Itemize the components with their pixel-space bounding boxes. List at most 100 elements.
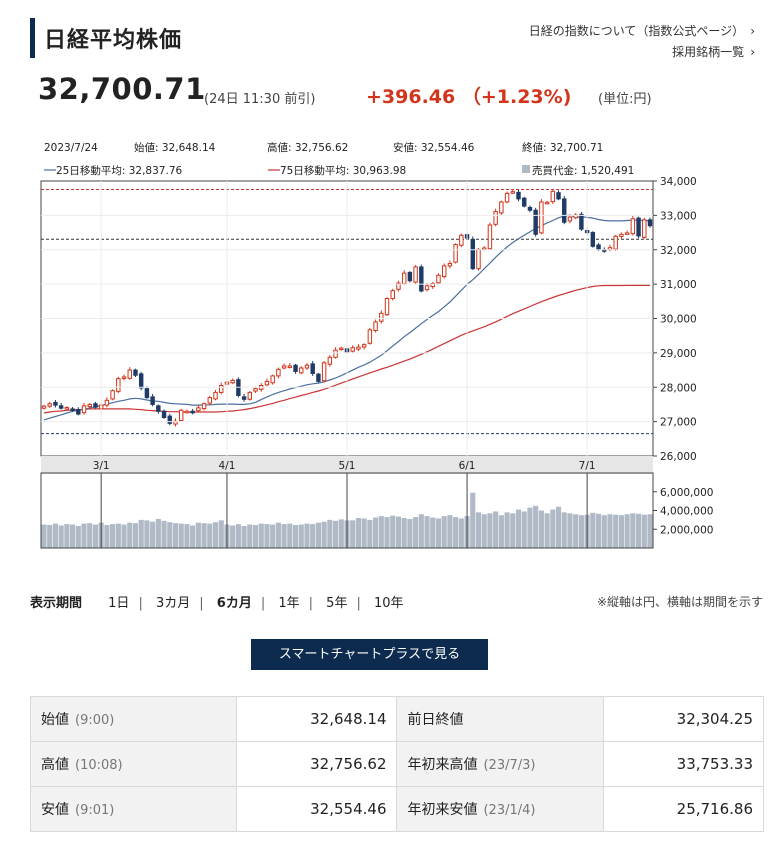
period-option-1y[interactable]: 1年 [278,596,300,611]
candle-body [47,403,52,407]
volume-bar [338,519,344,548]
volume-bar [401,518,407,548]
smart-chart-button[interactable]: スマートチャートプラスで見る [251,639,488,670]
period-option-6m[interactable]: 6カ月 [216,596,252,611]
info-high: 高値: 32,756.62 [267,141,348,154]
period-option-1d[interactable]: 1日 [108,596,130,611]
volume-bar [424,516,430,548]
candle-body [590,232,596,247]
candle-body [562,198,567,223]
candle-body [104,399,110,406]
candle-body [407,271,413,282]
candle-body [247,391,253,400]
volume-bar [218,520,224,548]
candle-body [299,367,304,374]
period-option-10y[interactable]: 10年 [373,596,404,611]
volume-bar [212,522,219,548]
candle-body [487,224,493,250]
candle-body [436,274,441,284]
index-about-link[interactable]: 日経の指数について（指数公式ページ） › [529,22,755,39]
stock-chart[interactable]: 2023/7/24 始値: 32,648.14 高値: 32,756.62 安値… [36,138,736,553]
candle-body [93,403,98,408]
volume-bar [150,521,156,548]
volume-bar [538,510,544,548]
stat-label: 前日終値 [396,696,604,742]
candle-body [476,248,481,270]
x-tick-label: 3/1 [93,460,110,472]
volume-bar [184,524,190,548]
volume-bar [247,524,253,548]
candle-body [138,373,144,389]
volume-bar [595,513,602,548]
volume-bar [635,513,642,548]
candle-body [207,397,213,404]
candle-body [264,380,270,386]
candle-body [579,213,584,230]
candle-body [81,405,87,414]
period-option-3m[interactable]: 3カ月 [155,596,191,611]
candle-body [367,329,373,344]
volume-bar [115,523,121,548]
x-tick-label: 6/1 [459,460,476,472]
volume-bar [64,524,70,548]
volume-bar [298,524,304,548]
candle-body [127,369,132,379]
volume-bar [230,525,236,548]
volume-bar [70,524,76,548]
candle-body [384,298,390,316]
volume-tick-label: 6,000,000 [660,487,713,499]
candle-body [87,403,92,407]
candle-body [527,206,533,211]
stat-label: 年初来安値 (23/1/4) [396,786,604,832]
y-tick-label: 28,000 [660,382,697,394]
volume-bar [355,518,362,548]
candle-body [636,217,641,237]
candle-body [253,388,258,392]
volume-bar [47,525,53,548]
stat-value: 32,756.62 [236,741,398,787]
stat-label: 安値 (9:01) [29,786,238,832]
price-time: (24日 11:30 前引) [204,92,316,107]
y-tick-label: 27,000 [660,417,697,429]
period-option-5y[interactable]: 5年 [326,596,348,611]
candle-body [321,362,327,382]
candle-body [413,266,418,283]
stat-value: 33,753.33 [602,741,765,787]
volume-bar [607,514,613,548]
volume-bar [172,523,179,548]
volume-bar [453,517,459,548]
info-date: 2023/7/24 [44,142,98,154]
volume-bar [75,525,81,548]
candle-body [447,263,453,267]
volume-bar [544,513,550,548]
candle-body [316,373,321,382]
volume-bar [241,525,247,548]
candle-body [624,232,630,235]
volume-bar [441,516,447,548]
candle-body [356,346,361,350]
volume-bar [350,520,356,548]
volume-bar [470,492,476,548]
candle-body [53,401,58,406]
x-tick-label: 4/1 [218,460,235,472]
volume-bar [264,524,270,548]
candle-body [241,396,247,400]
candle-body [361,344,367,348]
info-low: 安値: 32,554.46 [393,141,475,154]
volume-bar [613,514,619,548]
index-about-link-label: 日経の指数について（指数公式ページ） [528,24,745,38]
volume-bar [475,512,482,548]
constituents-link[interactable]: 採用銘柄一覧 › [672,43,755,60]
candle-body [201,403,207,410]
volume-bar [367,519,373,548]
y-tick-label: 30,000 [660,314,697,326]
candle-body [567,216,573,222]
volume-bar [195,522,201,548]
candle-body [379,312,384,322]
candle-body [190,410,195,414]
candle-body [373,321,378,332]
candle-body [424,285,430,291]
volume-bar [207,523,213,548]
volume-tick-label: 4,000,000 [660,506,713,518]
volume-bar [555,506,562,548]
